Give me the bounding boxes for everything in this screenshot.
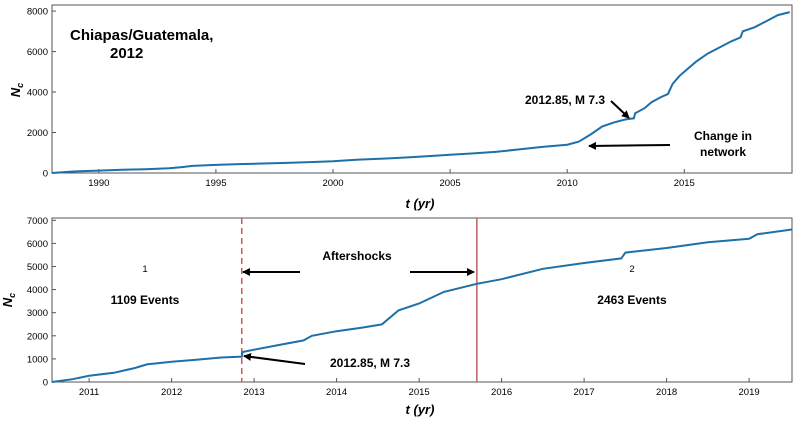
top-y-tick-label: 8000 [27,7,48,18]
top-chart-title: Chiapas/Guatemala, 2012 [70,27,213,62]
bottom-x-tick-label: 2015 [409,387,430,398]
bottom-y-tick-label: 0 [43,378,48,389]
top-x-tick-label: 2005 [440,178,461,189]
top-x-axis-label: t (yr) [406,196,435,211]
top-y-tick-label: 2000 [27,128,48,139]
bottom-x-tick-label: 2018 [656,387,677,398]
bottom-x-tick-label: 2012 [161,387,182,398]
region-2-event-count: 2463 Events [597,293,667,307]
top-x-tick-label: 1990 [88,178,109,189]
region-1-label: 1 [142,264,147,275]
top-y-tick-label: 0 [43,169,48,180]
top-series-line [51,11,790,174]
network-change-annotation: Change in network [694,129,752,159]
bottom-plot-frame [51,217,793,383]
top-quake-annotation: 2012.85, M 7.3 [525,93,605,107]
top-quake-arrow [610,100,630,119]
bottom-x-tick-label: 2011 [79,387,99,398]
bottom-quake-arrow [243,352,306,365]
bottom-y-axis-label: Nc [0,293,17,307]
bottom-x-tick-label: 2013 [244,387,265,398]
top-chart-panel: 1990 1995 2000 2005 2010 2015 0 2000 4000 6000 800… [8,4,793,211]
bottom-x-tick-label: 2017 [574,387,595,398]
top-y-tick-label: 6000 [27,47,48,58]
bottom-x-axis-label: t (yr) [406,402,435,417]
top-y-tick-label: 4000 [27,88,48,99]
bottom-chart-panel: 2011 2012 2013 2014 2015 2016 2017 2018 2019 0 100… [0,216,793,417]
bottom-y-tick-label: 6000 [27,239,48,250]
top-x-tick-label: 2000 [322,178,343,189]
bottom-x-tick-label: 2016 [491,387,512,398]
bottom-y-tick-label: 4000 [27,285,48,296]
network-change-arrow [588,141,671,150]
top-x-tick-label: 1995 [205,178,226,189]
top-x-tick-label: 2010 [557,178,578,189]
top-x-tick-label: 2015 [674,178,695,189]
bottom-y-tick-label: 5000 [27,262,48,273]
top-y-axis-label: Nc [8,83,25,97]
region-2-label: 2 [629,264,634,275]
bottom-y-tick-label: 1000 [27,354,48,365]
region-1-event-count: 1109 Events [111,293,180,307]
bottom-x-tick-label: 2019 [739,387,760,398]
bottom-y-tick-label: 3000 [27,308,48,319]
bottom-quake-annotation: 2012.85, M 7.3 [330,356,410,370]
bottom-series-line [51,228,793,383]
bottom-y-tick-label: 7000 [27,216,48,227]
aftershocks-annotation: Aftershocks [322,249,392,263]
bottom-y-tick-label: 2000 [27,331,48,342]
bottom-x-tick-label: 2014 [326,387,347,398]
